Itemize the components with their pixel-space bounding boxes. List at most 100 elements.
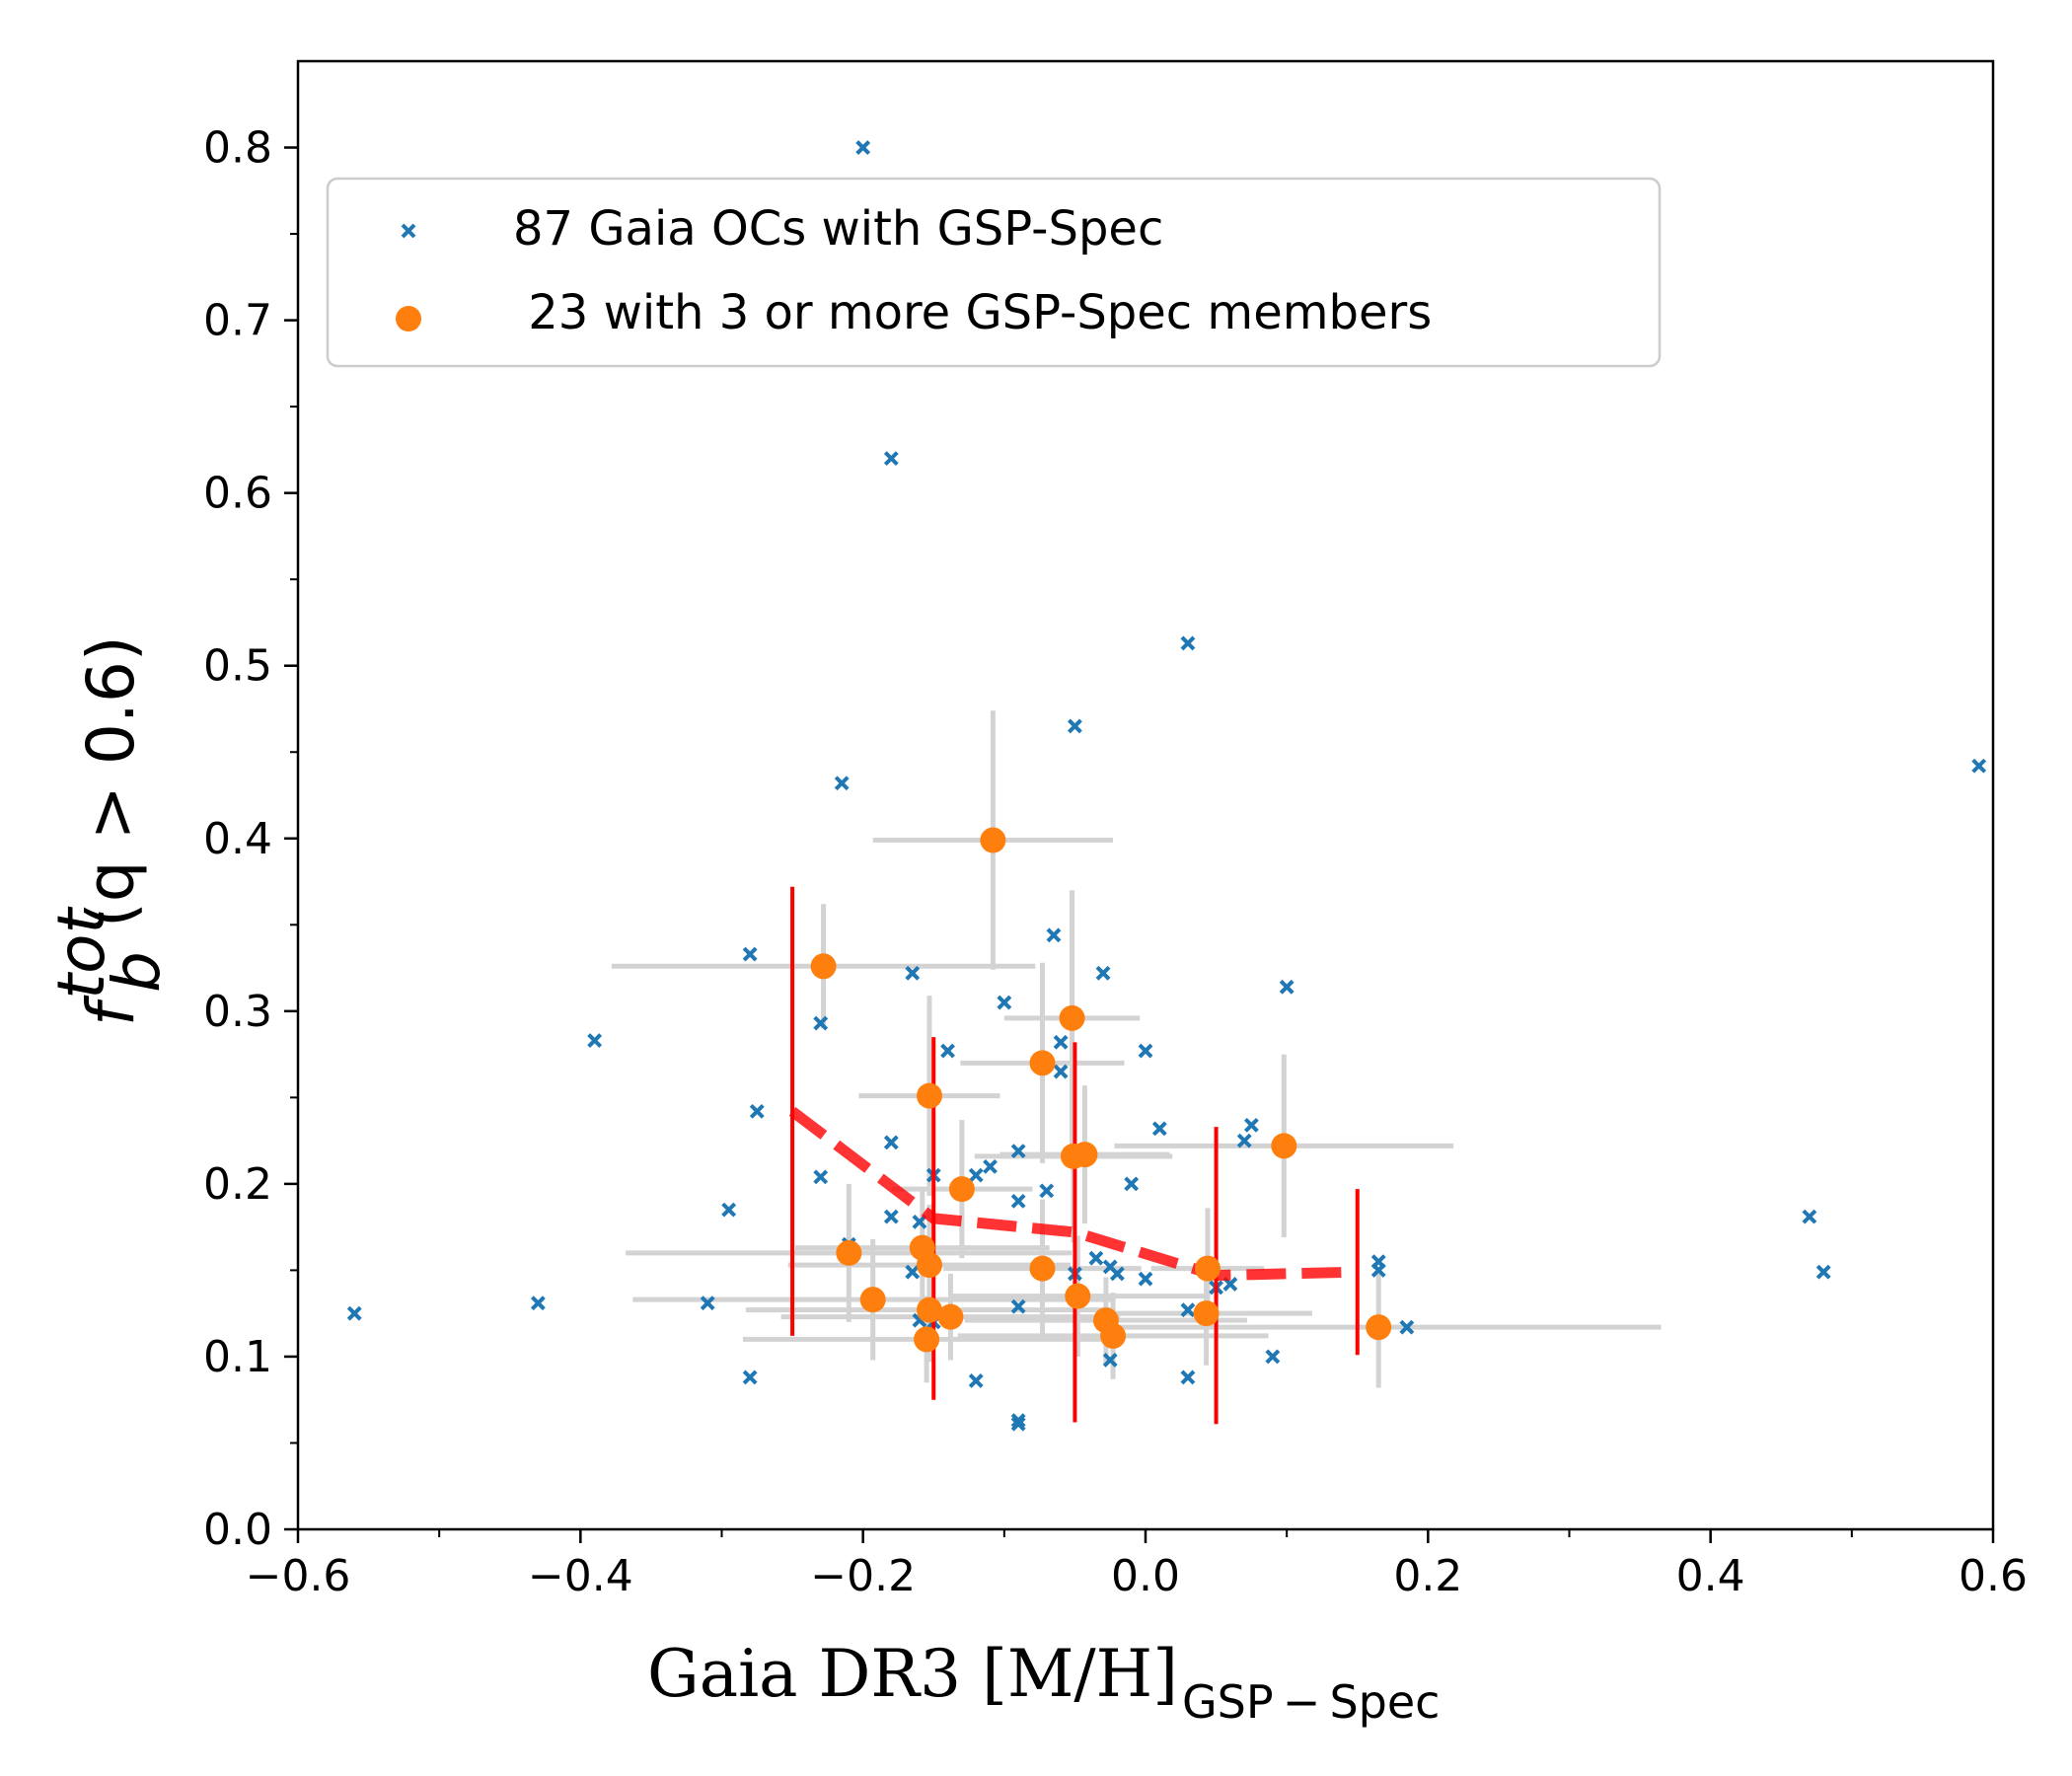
x-marker-stroke: [1095, 965, 1111, 981]
data-point-member-oc: [948, 1176, 975, 1203]
data-point-gaia-oc: [1971, 758, 1987, 774]
data-point-gaia-oc: [1236, 1133, 1252, 1148]
data-point-gaia-oc: [1370, 1262, 1386, 1278]
data-point-member-oc: [1065, 1283, 1091, 1309]
data-point-gaia-oc: [834, 776, 850, 791]
x-marker-stroke: [834, 776, 850, 791]
x-marker-stroke: [530, 1295, 546, 1311]
data-point-member-oc: [836, 1239, 862, 1266]
x-marker-stroke: [587, 1033, 603, 1048]
data-point-gaia-oc: [912, 1214, 927, 1229]
x-tick-label: 0.6: [1959, 1551, 2028, 1601]
data-point-member-oc: [810, 953, 837, 980]
data-point-gaia-oc: [1138, 1271, 1153, 1287]
y-tick-label: 0.4: [203, 814, 272, 864]
x-marker-stroke: [1151, 1121, 1167, 1137]
x-marker-stroke: [968, 1167, 984, 1183]
data-point-member-oc: [1271, 1133, 1297, 1159]
y-axis-label-superscript: tot: [43, 906, 119, 999]
data-point-gaia-oc: [1802, 1209, 1817, 1224]
y-tick-label: 0.1: [203, 1332, 272, 1382]
x-marker-stroke: [1815, 1264, 1831, 1280]
data-point-gaia-oc: [1243, 1117, 1259, 1133]
data-point-gaia-oc: [1399, 1319, 1415, 1335]
data-point-member-oc: [1029, 1255, 1056, 1282]
binned-mean-line: [788, 1106, 1358, 1282]
y-axis-label: f tot b (q > 0.6): [43, 635, 175, 1026]
legend: 87 Gaia OCs with GSP-Spec 23 with 3 or m…: [326, 177, 1662, 368]
x-marker-stroke: [912, 1214, 927, 1229]
x-marker-stroke: [1010, 1298, 1026, 1314]
data-point-gaia-oc: [997, 995, 1012, 1010]
data-point-gaia-oc: [1180, 1369, 1196, 1385]
data-point-gaia-oc: [1046, 927, 1062, 943]
x-marker-stroke: [346, 1305, 362, 1321]
x-marker-stroke: [1138, 1271, 1153, 1287]
x-marker-stroke: [1010, 1193, 1026, 1209]
data-point-gaia-oc: [968, 1167, 984, 1183]
x-axis-label-main: Gaia DR3 [M/H]: [647, 1636, 1178, 1712]
data-point-gaia-oc: [721, 1202, 737, 1218]
data-point-gaia-oc: [1151, 1121, 1167, 1137]
data-point-gaia-oc: [749, 1103, 765, 1119]
y-axis-label-subscript: b: [99, 951, 175, 993]
data-point-member-oc: [859, 1287, 886, 1313]
x-tick-label: −0.2: [810, 1551, 916, 1601]
data-point-gaia-oc: [855, 140, 871, 155]
x-marker-stroke: [1138, 1043, 1153, 1059]
data-point-gaia-oc: [905, 965, 921, 981]
legend-marker-circle: [396, 306, 421, 332]
data-point-gaia-oc: [700, 1295, 715, 1311]
x-marker-stroke: [883, 1135, 899, 1150]
x-marker-stroke: [1265, 1349, 1281, 1365]
data-point-gaia-oc: [1109, 1266, 1125, 1282]
data-point-gaia-oc: [813, 1015, 829, 1031]
data-point-gaia-oc: [883, 1209, 899, 1224]
x-marker-stroke: [1971, 758, 1987, 774]
x-marker-stroke: [813, 1015, 829, 1031]
x-marker-stroke: [1370, 1262, 1386, 1278]
x-marker-stroke: [1039, 1183, 1055, 1199]
x-axis-label-subscript: GSP − Spec: [1182, 1675, 1441, 1729]
x-marker-stroke: [1010, 1416, 1026, 1432]
x-marker-stroke: [855, 140, 871, 155]
x-marker-stroke: [1180, 635, 1196, 651]
x-marker-stroke: [1802, 1209, 1817, 1224]
legend-marker-x: [401, 223, 416, 239]
data-point-gaia-oc: [813, 1169, 829, 1185]
data-point-gaia-oc: [983, 1158, 998, 1174]
y-tick-label: 0.3: [203, 987, 272, 1037]
x-marker-stroke: [742, 1369, 758, 1385]
data-point-gaia-oc: [1010, 1413, 1026, 1429]
y-tick-label: 0.5: [203, 641, 272, 692]
data-point-gaia-oc: [1053, 1064, 1069, 1079]
x-marker-stroke: [401, 223, 416, 239]
x-marker-stroke: [1068, 718, 1082, 734]
x-tick-label: 0.0: [1111, 1551, 1180, 1601]
x-marker-stroke: [1109, 1266, 1125, 1282]
data-point-gaia-oc: [1095, 965, 1111, 981]
data-point-gaia-oc: [1010, 1193, 1026, 1209]
data-point-gaia-oc: [1068, 718, 1082, 734]
x-marker-stroke: [940, 1043, 955, 1059]
data-point-member-oc: [1194, 1255, 1221, 1282]
data-point-gaia-oc: [1010, 1144, 1026, 1159]
data-point-member-oc: [1366, 1314, 1392, 1341]
data-point-gaia-oc: [1053, 1034, 1069, 1050]
data-point-member-oc: [980, 827, 1006, 853]
y-tick-label: 0.7: [203, 296, 272, 346]
x-tick-label: 0.4: [1676, 1551, 1745, 1601]
data-point-gaia-oc: [530, 1295, 546, 1311]
x-marker-stroke: [1010, 1413, 1026, 1429]
data-point-gaia-oc: [883, 1135, 899, 1150]
data-point-gaia-oc: [742, 1369, 758, 1385]
x-axis-label: Gaia DR3 [M/H] GSP − Spec: [647, 1636, 1440, 1729]
x-marker-stroke: [1180, 1302, 1196, 1318]
plot-area: [346, 140, 1987, 1432]
x-marker-stroke: [813, 1169, 829, 1185]
x-marker-stroke: [1236, 1133, 1252, 1148]
data-point-gaia-oc: [1265, 1349, 1281, 1365]
legend-label-members: 23 with 3 or more GSP-Spec members: [513, 285, 1432, 340]
data-point-member-oc: [1059, 1004, 1085, 1031]
